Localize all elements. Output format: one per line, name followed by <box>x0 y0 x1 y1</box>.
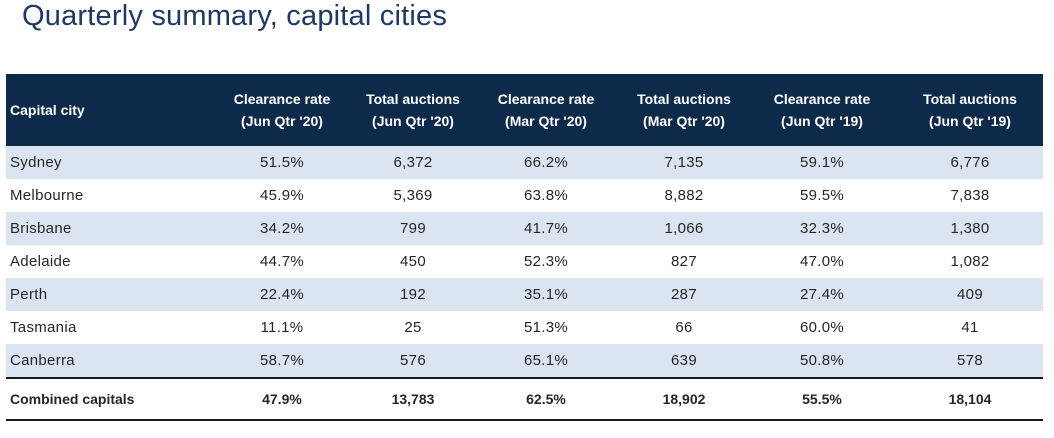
header-period: (Jun Qtr '20) <box>372 113 454 129</box>
value-cell: 60.0% <box>747 311 897 344</box>
city-cell: Perth <box>6 278 209 311</box>
value-cell: 192 <box>355 278 471 311</box>
total-value-cell: 62.5% <box>471 377 621 421</box>
header-total-auctions-mar-20: Total auctions (Mar Qtr '20) <box>621 74 747 146</box>
table-body: Sydney 51.5% 6,372 66.2% 7,135 59.1% 6,7… <box>6 146 1043 378</box>
header-label: Total auctions <box>366 91 460 107</box>
table-header: Capital city Clearance rate (Jun Qtr '20… <box>6 74 1043 146</box>
value-cell: 25 <box>355 311 471 344</box>
value-cell: 27.4% <box>747 278 897 311</box>
value-cell: 66.2% <box>471 146 621 179</box>
value-cell: 41 <box>897 311 1043 344</box>
header-period: (Mar Qtr '20) <box>505 113 587 129</box>
total-label-cell: Combined capitals <box>6 377 209 421</box>
value-cell: 576 <box>355 344 471 378</box>
city-cell: Melbourne <box>6 179 209 212</box>
value-cell: 63.8% <box>471 179 621 212</box>
value-cell: 32.3% <box>747 212 897 245</box>
value-cell: 450 <box>355 245 471 278</box>
total-value-cell: 47.9% <box>209 377 355 421</box>
value-cell: 639 <box>621 344 747 378</box>
value-cell: 47.0% <box>747 245 897 278</box>
value-cell: 35.1% <box>471 278 621 311</box>
value-cell: 1,380 <box>897 212 1043 245</box>
value-cell: 50.8% <box>747 344 897 378</box>
value-cell: 287 <box>621 278 747 311</box>
value-cell: 578 <box>897 344 1043 378</box>
header-total-auctions-jun-20: Total auctions (Jun Qtr '20) <box>355 74 471 146</box>
city-cell: Adelaide <box>6 245 209 278</box>
value-cell: 41.7% <box>471 212 621 245</box>
table-row: Perth 22.4% 192 35.1% 287 27.4% 409 <box>6 278 1043 311</box>
header-period: (Jun Qtr '19) <box>929 113 1011 129</box>
table-footer: Combined capitals 47.9% 13,783 62.5% 18,… <box>6 377 1043 421</box>
value-cell: 59.1% <box>747 146 897 179</box>
table-row: Brisbane 34.2% 799 41.7% 1,066 32.3% 1,3… <box>6 212 1043 245</box>
header-clearance-rate-jun-20: Clearance rate (Jun Qtr '20) <box>209 74 355 146</box>
quarterly-summary-table: Capital city Clearance rate (Jun Qtr '20… <box>6 74 1043 421</box>
table-row: Sydney 51.5% 6,372 66.2% 7,135 59.1% 6,7… <box>6 146 1043 179</box>
value-cell: 799 <box>355 212 471 245</box>
header-label: Clearance rate <box>773 91 871 107</box>
value-cell: 65.1% <box>471 344 621 378</box>
value-cell: 22.4% <box>209 278 355 311</box>
table-row: Adelaide 44.7% 450 52.3% 827 47.0% 1,082 <box>6 245 1043 278</box>
header-period: (Jun Qtr '19) <box>781 113 863 129</box>
table-row: Tasmania 11.1% 25 51.3% 66 60.0% 41 <box>6 311 1043 344</box>
value-cell: 6,776 <box>897 146 1043 179</box>
header-clearance-rate-jun-19: Clearance rate (Jun Qtr '19) <box>747 74 897 146</box>
value-cell: 6,372 <box>355 146 471 179</box>
header-total-auctions-jun-19: Total auctions (Jun Qtr '19) <box>897 74 1043 146</box>
header-clearance-rate-mar-20: Clearance rate (Mar Qtr '20) <box>471 74 621 146</box>
header-label: Total auctions <box>923 91 1017 107</box>
value-cell: 52.3% <box>471 245 621 278</box>
value-cell: 827 <box>621 245 747 278</box>
header-label: Clearance rate <box>233 91 331 107</box>
header-period: (Jun Qtr '20) <box>241 113 323 129</box>
city-cell: Tasmania <box>6 311 209 344</box>
value-cell: 51.3% <box>471 311 621 344</box>
value-cell: 51.5% <box>209 146 355 179</box>
header-capital-city: Capital city <box>6 74 209 146</box>
total-value-cell: 18,104 <box>897 377 1043 421</box>
header-label: Capital city <box>10 102 85 118</box>
value-cell: 58.7% <box>209 344 355 378</box>
value-cell: 8,882 <box>621 179 747 212</box>
header-row: Capital city Clearance rate (Jun Qtr '20… <box>6 74 1043 146</box>
value-cell: 66 <box>621 311 747 344</box>
value-cell: 34.2% <box>209 212 355 245</box>
total-row: Combined capitals 47.9% 13,783 62.5% 18,… <box>6 377 1043 421</box>
value-cell: 7,838 <box>897 179 1043 212</box>
value-cell: 7,135 <box>621 146 747 179</box>
value-cell: 1,066 <box>621 212 747 245</box>
total-value-cell: 13,783 <box>355 377 471 421</box>
value-cell: 45.9% <box>209 179 355 212</box>
value-cell: 5,369 <box>355 179 471 212</box>
header-period: (Mar Qtr '20) <box>643 113 725 129</box>
city-cell: Canberra <box>6 344 209 378</box>
total-value-cell: 18,902 <box>621 377 747 421</box>
value-cell: 59.5% <box>747 179 897 212</box>
page-title: Quarterly summary, capital cities <box>22 0 448 32</box>
table-row: Melbourne 45.9% 5,369 63.8% 8,882 59.5% … <box>6 179 1043 212</box>
total-value-cell: 55.5% <box>747 377 897 421</box>
value-cell: 409 <box>897 278 1043 311</box>
city-cell: Sydney <box>6 146 209 179</box>
table-row: Canberra 58.7% 576 65.1% 639 50.8% 578 <box>6 344 1043 378</box>
value-cell: 11.1% <box>209 311 355 344</box>
value-cell: 1,082 <box>897 245 1043 278</box>
header-label: Clearance rate <box>497 91 595 107</box>
header-label: Total auctions <box>637 91 731 107</box>
city-cell: Brisbane <box>6 212 209 245</box>
value-cell: 44.7% <box>209 245 355 278</box>
